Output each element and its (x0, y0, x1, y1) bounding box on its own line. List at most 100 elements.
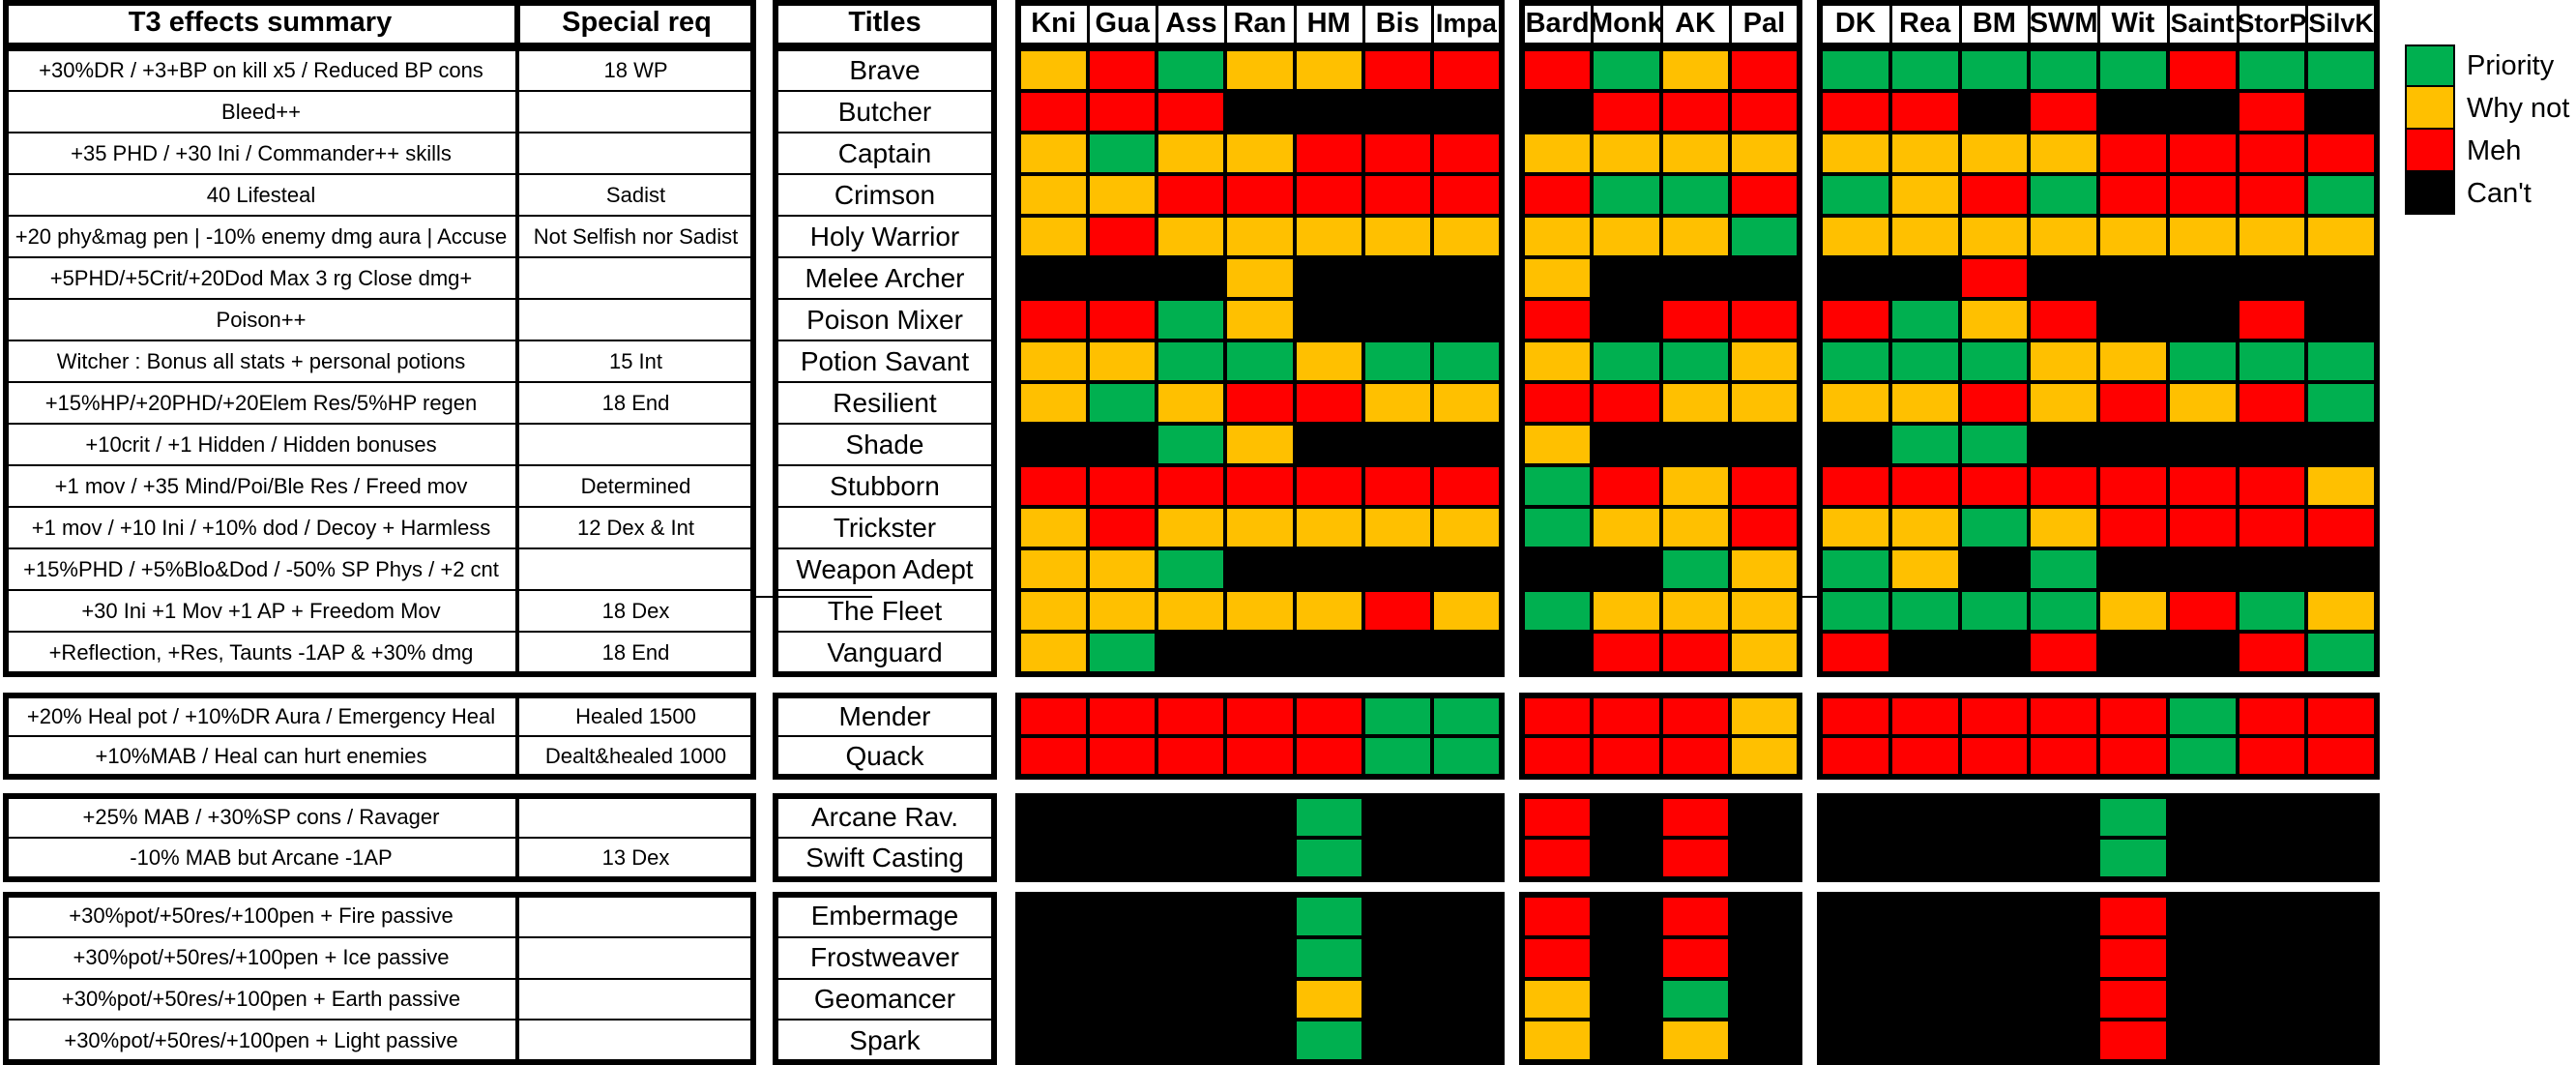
special-req-label: Determined (580, 473, 691, 498)
section-1-divider-effects-req (515, 45, 519, 677)
rating-cell-ak (1660, 548, 1730, 590)
rating-cell-wit (2098, 736, 2168, 776)
rating-cell-wit (2098, 91, 2168, 133)
rating-cell-swm (2029, 465, 2098, 507)
rating-cell-silvk (2306, 340, 2376, 382)
rating-cell-ak (1660, 1020, 1730, 1061)
rating-cell-ass (1156, 216, 1226, 257)
class-header-rea: Rea (1899, 8, 1951, 39)
rating-cell-gua (1088, 936, 1157, 979)
rating-cell-saint (2167, 696, 2238, 736)
rating-cell-gua (1088, 978, 1157, 1021)
row-divider-titles (773, 506, 997, 508)
rating-cell-gua (1088, 340, 1157, 382)
class-header-wit: Wit (2111, 8, 2155, 39)
rating-cell-ran (1225, 465, 1295, 507)
rating-cell-bis (1362, 507, 1432, 548)
rating-cell-monk (1592, 590, 1661, 632)
rating-cell-storp (2237, 299, 2307, 340)
special-req-label (520, 1020, 751, 1061)
rating-cell-hm (1294, 797, 1363, 838)
effect-label: +35 PHD / +30 Ini / Commander++ skills (71, 140, 452, 165)
row-divider-titles (773, 423, 997, 425)
rating-cell-storp (2237, 424, 2307, 465)
rating-cell-dk (1821, 424, 1890, 465)
row-divider-effects (3, 381, 756, 383)
rating-cell-ran (1225, 174, 1295, 216)
class-header-hm: HM (1306, 8, 1351, 39)
rating-cell-bis (1362, 382, 1432, 424)
rating-cell-dk (1821, 91, 1890, 133)
header-special-req: Special req (562, 7, 712, 38)
rating-cell-ass (1156, 340, 1226, 382)
rating-cell-bis (1362, 936, 1432, 979)
special-req-label (520, 133, 751, 174)
rating-cell-gua (1088, 590, 1157, 632)
rating-cell-saint (2167, 133, 2238, 174)
rating-cell-swm (2029, 257, 2098, 299)
section-1-titles-box (773, 45, 997, 677)
rating-cell-hm (1294, 424, 1363, 465)
header-titles: Titles (848, 7, 922, 38)
rating-cell-hm (1294, 936, 1363, 979)
rating-cell-rea (1889, 896, 1960, 937)
rating-cell-kni (1019, 216, 1089, 257)
rating-cell-ak (1660, 216, 1730, 257)
rating-cell-hm (1294, 465, 1363, 507)
rating-cell-ass (1156, 382, 1226, 424)
legend-swatch-w (2405, 87, 2455, 130)
rating-cell-storp (2237, 590, 2307, 632)
rating-cell-silvk (2306, 632, 2376, 673)
title-label: Butcher (837, 96, 932, 127)
rating-cell-rea (1889, 838, 1960, 878)
rating-cell-bis (1362, 340, 1432, 382)
row-divider-titles (773, 631, 997, 633)
rating-cell-ak (1660, 91, 1730, 133)
title-label: Brave (849, 54, 921, 85)
special-req-label (520, 424, 751, 465)
special-req-label: 18 End (601, 639, 670, 665)
rating-cell-silvk (2306, 548, 2376, 590)
rating-cell-hm (1294, 257, 1363, 299)
guide-line (1802, 596, 1822, 598)
rating-cell-dk (1821, 590, 1890, 632)
rating-cell-rea (1889, 465, 1960, 507)
effect-label: 40 Lifesteal (206, 182, 316, 207)
rating-cell-ass (1156, 632, 1226, 673)
rating-cell-pal (1729, 382, 1799, 424)
row-divider-effects (3, 298, 756, 300)
rating-cell-rea (1889, 696, 1960, 736)
special-req-label: 18 Dex (601, 598, 670, 623)
rating-cell-bm (1959, 797, 2030, 838)
rating-cell-ass (1156, 590, 1226, 632)
rating-cell-monk (1592, 736, 1661, 776)
title-label: Arcane Rav. (811, 802, 958, 832)
header-effects: T3 effects summary (128, 7, 393, 38)
rating-cell-bm (1959, 590, 2030, 632)
class-header-ass: Ass (1165, 8, 1217, 39)
rating-cell-hm (1294, 299, 1363, 340)
rating-cell-monk (1592, 507, 1661, 548)
rating-cell-storp (2237, 632, 2307, 673)
rating-cell-monk (1592, 797, 1661, 838)
rating-cell-storp (2237, 548, 2307, 590)
effect-label: +20% Heal pot / +10%DR Aura / Emergency … (26, 703, 496, 728)
rating-cell-bm (1959, 299, 2030, 340)
rating-cell-bm (1959, 696, 2030, 736)
rating-cell-impa (1431, 736, 1501, 776)
rating-cell-impa (1431, 936, 1501, 979)
class-header-ak: AK (1675, 8, 1716, 39)
rating-cell-monk (1592, 382, 1661, 424)
row-divider-titles (773, 464, 997, 466)
rating-cell-bard (1523, 382, 1593, 424)
rating-cell-kni (1019, 299, 1089, 340)
rating-cell-ass (1156, 936, 1226, 979)
rating-cell-storp (2237, 216, 2307, 257)
row-divider-effects (3, 506, 756, 508)
class-header-saint: Saint (2170, 9, 2235, 38)
rating-cell-ass (1156, 174, 1226, 216)
rating-cell-ak (1660, 896, 1730, 937)
rating-cell-monk (1592, 257, 1661, 299)
rating-cell-bis (1362, 133, 1432, 174)
class-header-divider (2166, 0, 2170, 45)
